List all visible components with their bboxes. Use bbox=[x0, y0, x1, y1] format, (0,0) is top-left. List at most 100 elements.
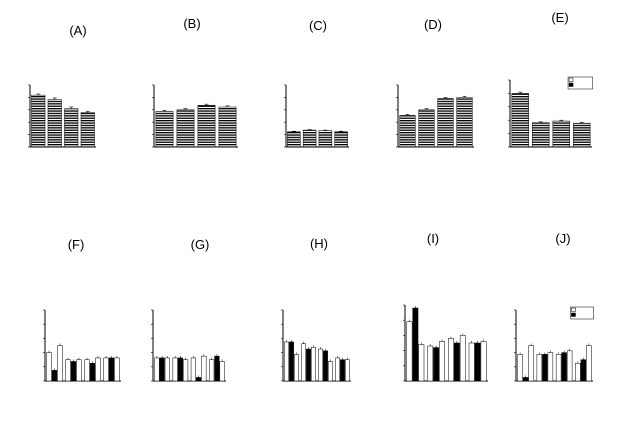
panel-2: (B) bbox=[152, 16, 238, 148]
panels-group: (A) (B) (C) (D) (E) (F) (G) (H) (I) (J) bbox=[28, 10, 594, 382]
panel-label: (C) bbox=[309, 18, 327, 33]
bar bbox=[155, 111, 174, 148]
bar bbox=[64, 108, 79, 148]
bar bbox=[536, 354, 543, 382]
bar bbox=[561, 352, 567, 382]
bar bbox=[114, 357, 120, 382]
bar bbox=[586, 345, 592, 382]
bar bbox=[528, 345, 534, 382]
bar bbox=[209, 359, 215, 382]
bar bbox=[172, 357, 178, 382]
bar bbox=[318, 130, 333, 148]
bar bbox=[552, 120, 570, 148]
bar bbox=[301, 343, 307, 382]
bar bbox=[31, 94, 46, 148]
legend bbox=[567, 76, 593, 90]
bar bbox=[468, 342, 475, 382]
bar bbox=[310, 347, 316, 382]
legend bbox=[570, 306, 594, 320]
bar bbox=[218, 106, 237, 148]
bar bbox=[284, 341, 290, 382]
bar bbox=[176, 109, 195, 148]
bar bbox=[197, 105, 216, 148]
panel-label: (F) bbox=[68, 237, 85, 252]
bar bbox=[289, 341, 294, 382]
bar bbox=[164, 357, 170, 382]
legend-box bbox=[570, 306, 594, 320]
bar bbox=[219, 361, 225, 382]
bar bbox=[293, 354, 299, 382]
legend-swatch bbox=[571, 307, 576, 312]
bar bbox=[76, 359, 82, 382]
bar bbox=[103, 357, 109, 382]
legend-swatch bbox=[568, 77, 574, 82]
legend-swatch bbox=[571, 312, 576, 317]
bar bbox=[399, 115, 416, 148]
bar bbox=[327, 361, 333, 382]
bar bbox=[47, 99, 62, 148]
bar bbox=[51, 370, 58, 382]
bar bbox=[159, 357, 165, 382]
bar bbox=[340, 359, 345, 382]
bar bbox=[287, 131, 301, 148]
bar bbox=[95, 357, 101, 382]
bar bbox=[406, 321, 413, 382]
panel-label: (I) bbox=[427, 231, 439, 246]
bar bbox=[302, 129, 317, 148]
bar bbox=[201, 355, 207, 382]
bar bbox=[70, 361, 77, 382]
panel-4: (D) bbox=[396, 17, 474, 148]
bar bbox=[89, 363, 96, 382]
bar bbox=[511, 93, 529, 148]
bar bbox=[418, 109, 435, 148]
bar bbox=[448, 338, 454, 382]
bar bbox=[474, 342, 481, 382]
bar bbox=[575, 363, 581, 382]
bar bbox=[214, 355, 220, 382]
bar bbox=[532, 122, 550, 148]
bar bbox=[177, 357, 183, 382]
bar bbox=[46, 352, 52, 382]
bar bbox=[433, 347, 440, 382]
panel-3: (C) bbox=[284, 18, 349, 148]
panel-10: (J) bbox=[514, 231, 594, 382]
bar bbox=[437, 98, 454, 148]
bar bbox=[57, 345, 63, 382]
bar bbox=[306, 348, 311, 382]
bar bbox=[344, 359, 350, 382]
bar bbox=[573, 122, 591, 148]
bar bbox=[183, 359, 189, 382]
panel-7: (G) bbox=[151, 237, 226, 382]
panel-5: (E) bbox=[508, 10, 593, 148]
bar bbox=[318, 348, 324, 382]
panel-label: (A) bbox=[69, 23, 86, 38]
bar bbox=[439, 341, 445, 382]
bar bbox=[456, 97, 473, 148]
bar bbox=[427, 345, 434, 382]
bar bbox=[547, 352, 554, 382]
bar bbox=[334, 131, 348, 148]
bar bbox=[190, 357, 196, 382]
bar bbox=[323, 350, 328, 382]
bar bbox=[453, 342, 460, 382]
bar bbox=[555, 354, 562, 382]
bar bbox=[418, 344, 425, 382]
bar bbox=[459, 335, 466, 382]
bar bbox=[517, 354, 523, 382]
panel-label: (H) bbox=[310, 236, 328, 251]
bar bbox=[480, 341, 487, 382]
panel-6: (F) bbox=[43, 237, 121, 382]
panel-label: (B) bbox=[183, 16, 200, 31]
bar bbox=[154, 357, 160, 382]
bar bbox=[335, 357, 341, 382]
panel-label: (E) bbox=[551, 10, 568, 25]
bar bbox=[522, 377, 529, 382]
bar bbox=[65, 359, 71, 382]
bar bbox=[580, 359, 587, 382]
panel-label: (G) bbox=[191, 237, 210, 252]
bar bbox=[542, 354, 548, 382]
legend-box bbox=[567, 76, 593, 90]
panel-8: (H) bbox=[281, 236, 351, 382]
panel-1: (A) bbox=[28, 23, 96, 148]
